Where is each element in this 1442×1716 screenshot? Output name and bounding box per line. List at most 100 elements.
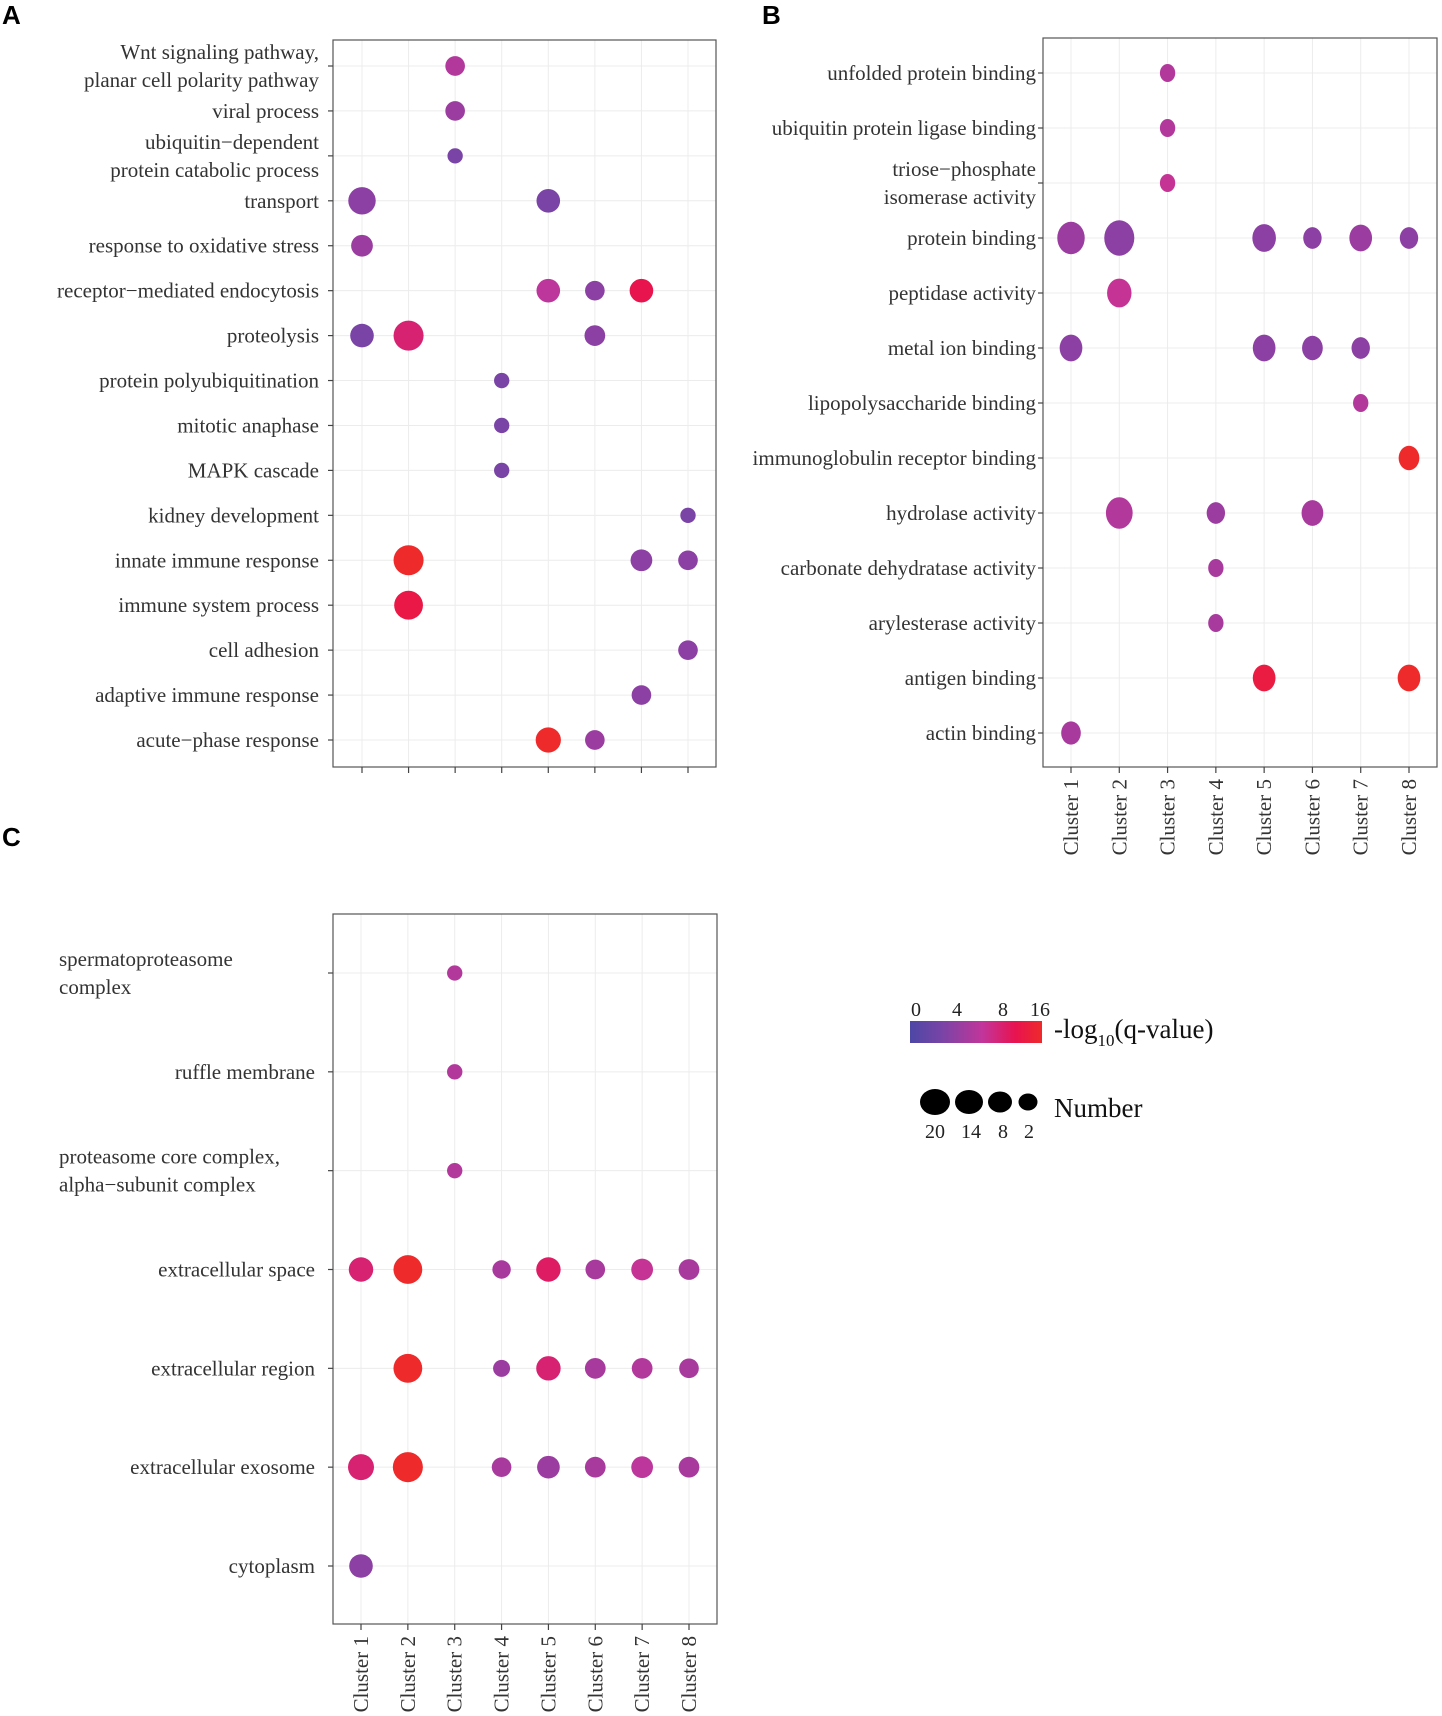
x-tick-label: Cluster 2: [1107, 779, 1131, 855]
term-label: complex: [59, 975, 132, 999]
term-label: ubiquitin−dependent: [145, 130, 319, 154]
data-point: [584, 1456, 606, 1478]
data-point: [447, 1162, 463, 1179]
size-legend-label: 14: [961, 1121, 981, 1143]
data-point: [1107, 278, 1132, 308]
term-label: lipopolysaccharide binding: [808, 391, 1037, 415]
term-label: kidney development: [148, 503, 319, 527]
data-point: [1059, 334, 1083, 362]
term-label: Wnt signaling pathway,: [120, 40, 319, 64]
data-point: [536, 1356, 561, 1381]
data-point: [348, 187, 376, 215]
data-point: [631, 1258, 654, 1281]
data-point: [348, 1257, 374, 1282]
data-point: [447, 965, 463, 981]
colorbar-title-subscript: 10: [1098, 1031, 1115, 1050]
data-point: [537, 1455, 560, 1479]
colorbar-tick-label: 0: [911, 999, 921, 1021]
data-point: [536, 1257, 561, 1282]
x-tick-label: Cluster 8: [677, 1636, 701, 1712]
size-legend-dot-2: [1018, 1093, 1038, 1111]
colorbar-title: -log10(q-value): [1054, 1014, 1213, 1050]
data-point: [536, 278, 561, 303]
term-label: metal ion binding: [888, 336, 1037, 360]
term-label: actin binding: [926, 721, 1037, 745]
x-tick-label: Cluster 7: [630, 1636, 654, 1712]
data-point: [393, 1255, 423, 1284]
data-point: [1252, 334, 1276, 362]
data-point: [1252, 224, 1276, 252]
size-legend-label: 20: [925, 1121, 945, 1143]
panel-c-dotplot: spermatoproteasome complex ruffle membrane…: [59, 913, 718, 1712]
data-point: [679, 1358, 699, 1379]
data-point: [393, 320, 424, 351]
size-legend-dot-14: [955, 1090, 983, 1114]
colorbar: [910, 1021, 1042, 1043]
legend: 0 4 8 16 -log10(q-value) Number 20 14 8 …: [910, 999, 1213, 1143]
colorbar-tick-label: 4: [952, 999, 962, 1021]
data-point: [1159, 63, 1176, 83]
data-point: [1159, 173, 1176, 193]
data-point: [630, 549, 653, 572]
x-tick-label: Cluster 3: [443, 1636, 467, 1712]
term-label: receptor−mediated endocytosis: [57, 279, 319, 303]
x-tick-label: Cluster 6: [583, 1636, 607, 1712]
panel-label-b: B: [762, 0, 781, 30]
data-point: [493, 1359, 511, 1377]
data-point: [1159, 118, 1176, 138]
colorbar-tick-label: 16: [1030, 999, 1050, 1021]
size-legend-dot-20: [920, 1089, 950, 1115]
data-point: [1206, 502, 1226, 524]
data-point: [1301, 500, 1324, 526]
data-point: [585, 1259, 606, 1280]
data-point: [1252, 664, 1276, 692]
term-label: viral process: [212, 99, 319, 123]
term-label: immune system process: [118, 593, 319, 617]
data-point: [347, 1454, 375, 1481]
size-legend-label: 8: [998, 1121, 1008, 1143]
data-point: [678, 1259, 700, 1280]
data-point: [631, 1456, 654, 1479]
data-point: [1208, 558, 1224, 578]
data-point: [1303, 227, 1322, 249]
term-label: carbonate dehydratase activity: [781, 556, 1037, 580]
data-point: [584, 325, 606, 346]
x-tick-label: Cluster 7: [1349, 779, 1373, 855]
data-point: [447, 1064, 463, 1080]
data-point: [1105, 497, 1133, 529]
data-point: [350, 323, 374, 348]
data-point: [445, 101, 465, 121]
term-label: cytoplasm: [229, 1554, 315, 1578]
data-point: [680, 507, 696, 524]
x-tick-label: Cluster 5: [1252, 779, 1276, 855]
data-point: [393, 1353, 423, 1383]
term-label: transport: [244, 189, 319, 213]
term-label: hydrolase activity: [886, 501, 1036, 525]
data-point: [494, 462, 510, 479]
panel-b-dotplot: unfolded protein binding ubiquitin protei…: [753, 37, 1438, 856]
colorbar-tick-label: 8: [998, 999, 1008, 1021]
x-tick-label: Cluster 6: [1300, 779, 1324, 855]
term-label: extracellular exosome: [130, 1455, 315, 1479]
term-label: mitotic anaphase: [177, 413, 319, 437]
data-point: [491, 1457, 512, 1477]
data-point: [678, 1456, 700, 1478]
term-label: isomerase activity: [884, 185, 1037, 209]
data-point: [349, 1554, 373, 1578]
term-label: proteolysis: [227, 324, 319, 348]
term-label: spermatoproteasome: [59, 947, 233, 971]
data-point: [1061, 721, 1081, 745]
x-tick-label: Cluster 1: [1059, 779, 1083, 855]
term-label: extracellular region: [151, 1356, 315, 1380]
data-point: [1349, 224, 1373, 252]
term-label: response to oxidative stress: [89, 234, 319, 258]
size-legend-title: Number: [1054, 1093, 1142, 1123]
colorbar-title-suffix: (q-value): [1115, 1014, 1214, 1044]
colorbar-title-prefix: -log: [1054, 1014, 1098, 1044]
x-tick-label: Cluster 1: [349, 1636, 373, 1712]
x-tick-label: Cluster 4: [1204, 779, 1228, 856]
term-label: MAPK cascade: [188, 458, 319, 482]
term-label: extracellular space: [158, 1258, 315, 1282]
term-label: peptidase activity: [888, 281, 1036, 305]
